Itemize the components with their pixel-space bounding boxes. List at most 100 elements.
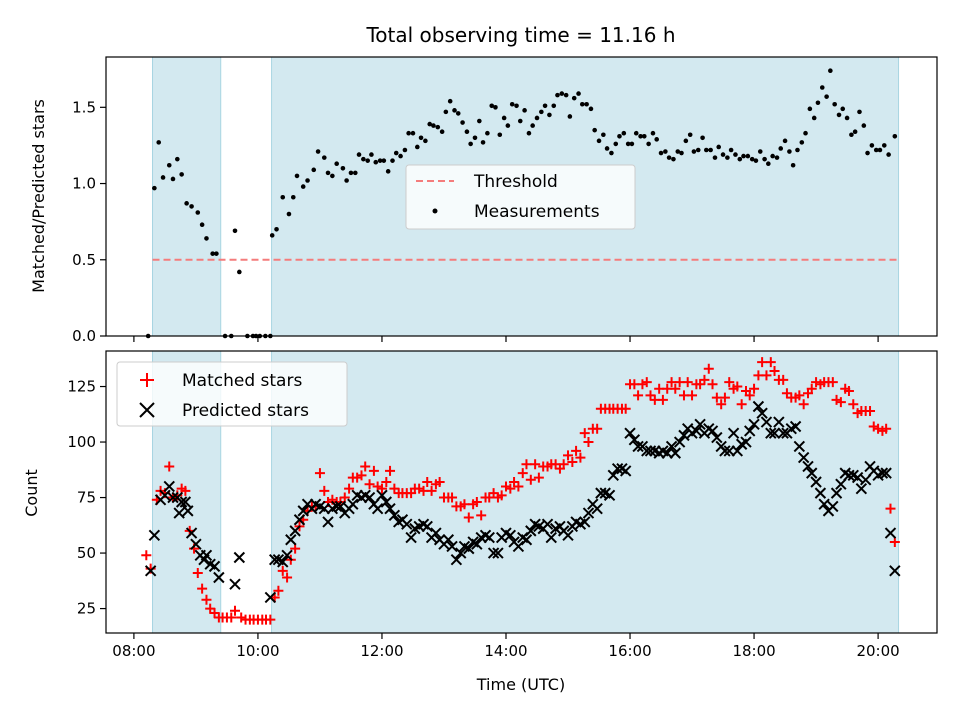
predicted-star-marker <box>297 505 309 517</box>
matched-star-marker <box>414 483 425 494</box>
matched-stars-legend-label: Matched stars <box>182 371 302 391</box>
predicted-star-marker <box>740 436 752 448</box>
measurement-point <box>658 150 664 156</box>
measurement-point <box>344 178 349 183</box>
matched-star-marker <box>426 485 437 496</box>
matched-stars-points <box>141 357 900 625</box>
matched-star-marker <box>422 477 433 488</box>
matched-star-marker <box>344 483 355 494</box>
matched-star-marker <box>356 470 367 481</box>
predicted-star-marker <box>455 547 467 559</box>
measurement-point <box>390 158 395 163</box>
measurement-point <box>369 152 374 157</box>
matched-star-marker <box>471 496 482 507</box>
measurement-point <box>170 176 176 182</box>
measurement-point <box>892 133 898 139</box>
predicted-star-marker <box>752 400 765 413</box>
predicted-star-marker <box>665 440 678 453</box>
matched-star-marker <box>282 572 293 583</box>
measurement-point <box>542 103 548 109</box>
predicted-star-marker <box>827 500 839 513</box>
matched-star-marker <box>703 363 714 374</box>
predicted-star-marker <box>765 427 777 439</box>
predicted-star-marker <box>520 534 533 546</box>
predicted-star-marker <box>264 591 277 604</box>
predicted-star-marker <box>334 500 347 513</box>
predicted-star-marker <box>644 445 657 457</box>
matched-star-marker <box>657 394 668 405</box>
measurement-point <box>468 141 473 147</box>
predicted-star-marker <box>797 451 810 464</box>
measurement-point <box>522 108 527 113</box>
matched-star-marker <box>463 512 474 523</box>
matched-star-marker <box>368 465 379 476</box>
predicted-star-marker <box>810 476 822 488</box>
measurement-point <box>844 115 850 121</box>
measurement-point <box>156 140 162 145</box>
matched-star-marker <box>476 510 487 521</box>
predicted-star-marker <box>830 487 843 499</box>
ratio-y-tick-label: 0.5 <box>72 251 96 269</box>
measurement-point <box>373 159 379 165</box>
measurement-point <box>455 111 461 116</box>
measurements-legend-label: Measurements <box>474 202 600 222</box>
matched-star-marker <box>583 437 594 448</box>
predicted-star-marker <box>159 489 171 502</box>
measurement-point <box>184 201 189 206</box>
measurement-point <box>334 161 339 167</box>
measurement-point <box>410 130 416 136</box>
matched-star-marker <box>592 423 603 434</box>
measurement-point <box>795 147 800 153</box>
predicted-star-marker <box>229 578 241 590</box>
measurement-point <box>861 123 867 128</box>
predicted-star-marker <box>748 418 760 430</box>
predicted-star-marker <box>371 502 384 515</box>
predicted-star-marker <box>421 520 433 533</box>
measurement-point <box>766 161 771 167</box>
matched-star-marker <box>205 603 216 614</box>
counts-x-tick-label: 20:00 <box>856 642 899 660</box>
matched-star-marker <box>736 399 747 410</box>
predicted-stars-points <box>144 400 901 604</box>
predicted-star-marker <box>744 425 756 437</box>
predicted-star-marker <box>582 507 595 519</box>
measurement-point <box>741 153 746 159</box>
ratio-panel: 0.0 0.5 1.0 1.5 Matched/Predicted stars Thr… <box>29 56 938 345</box>
measurement-point <box>418 135 424 141</box>
measurement-point <box>393 150 399 156</box>
predicted-star-marker <box>281 549 293 561</box>
predicted-star-marker <box>405 531 417 544</box>
measurement-point <box>663 149 668 154</box>
measurement-point <box>592 127 597 133</box>
matched-star-marker <box>885 503 896 514</box>
measurement-point <box>733 152 738 157</box>
measurement-point <box>480 140 486 145</box>
predicted-star-marker <box>233 551 246 564</box>
measurement-point <box>551 103 557 109</box>
ratio-frame <box>105 56 938 337</box>
predicted-star-marker <box>182 505 194 517</box>
matched-star-marker <box>695 379 706 390</box>
measurement-point <box>517 118 523 124</box>
measurement-point <box>774 155 780 160</box>
predicted-star-marker <box>463 542 475 555</box>
measurement-point <box>704 147 709 153</box>
predicted-star-marker <box>268 554 281 566</box>
measurement-point <box>377 158 383 163</box>
predicted-star-marker <box>777 427 789 439</box>
measurement-point <box>398 153 403 159</box>
measurement-point <box>691 149 697 154</box>
matched-star-marker <box>558 459 569 470</box>
counts-y-axis-label: Count <box>22 469 41 517</box>
predicted-star-marker <box>851 471 864 484</box>
measurement-point <box>340 165 346 171</box>
matched-star-marker <box>827 377 838 388</box>
predicted-star-marker <box>285 534 297 546</box>
predicted-star-marker <box>492 547 504 559</box>
measurements-legend-swatch <box>432 208 438 214</box>
counts-y-tick-label: 100 <box>67 433 96 451</box>
matched-star-marker <box>525 474 536 485</box>
matched-star-marker <box>459 499 470 510</box>
measurement-point <box>720 152 726 157</box>
measurement-point <box>330 173 335 179</box>
